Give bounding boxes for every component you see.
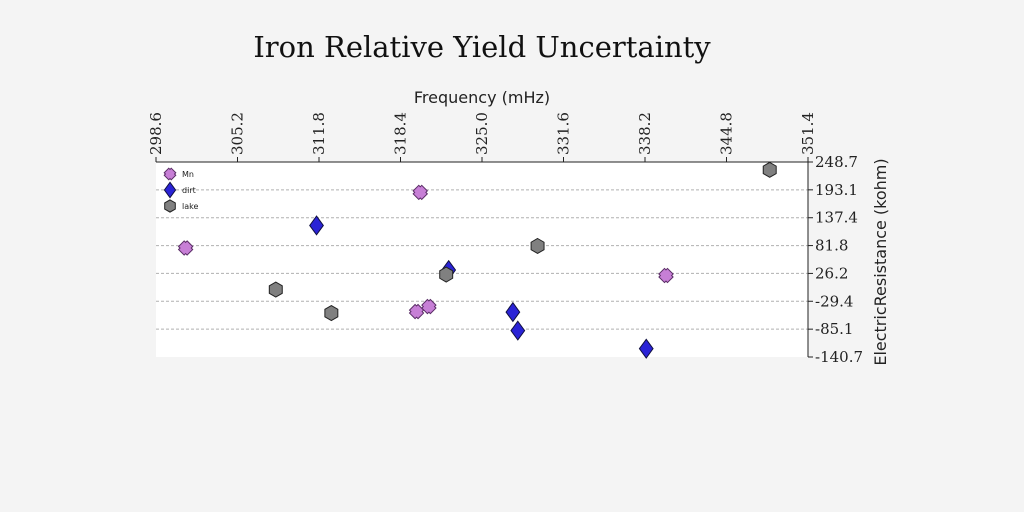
y-tick-label: 248.7 xyxy=(815,153,858,171)
data-point-mn xyxy=(177,240,194,256)
data-point-mn xyxy=(408,303,425,320)
x-axis-label: Frequency (mHz) xyxy=(414,88,550,107)
data-point-mn xyxy=(658,267,674,284)
legend-marker-dirt xyxy=(163,181,177,199)
data-point-lake xyxy=(762,161,777,178)
x-tick-label: 338.2 xyxy=(636,112,654,155)
x-tick-label: 351.4 xyxy=(799,112,817,155)
x-tick-label: 331.6 xyxy=(555,112,573,155)
y-tick-label: 81.8 xyxy=(815,237,848,255)
legend-label: lake xyxy=(182,202,198,211)
y-tick-label: -29.4 xyxy=(815,292,853,310)
x-tick-label: 305.2 xyxy=(229,112,247,155)
y-tick-label: 26.2 xyxy=(815,264,848,282)
x-tick-label: 344.8 xyxy=(718,112,736,155)
legend: Mn dirt lake xyxy=(163,167,198,213)
y-tick-label: 137.4 xyxy=(815,209,858,227)
data-point-dirt xyxy=(638,338,654,359)
data-points xyxy=(177,161,777,359)
x-tick-label: 298.6 xyxy=(147,112,165,155)
data-point-lake xyxy=(268,281,283,298)
y-axis-label: ElectricResistance (kohm) xyxy=(871,158,890,365)
y-axis-ticks: 248.7 193.1 137.4 81.8 26.2 -29.4 -85.1 -140.7 xyxy=(808,153,863,366)
legend-marker-lake xyxy=(164,199,176,213)
x-tick-label: 325.0 xyxy=(473,112,491,155)
grid-lines xyxy=(156,189,808,330)
data-point-dirt xyxy=(510,320,526,341)
data-point-dirt xyxy=(309,215,324,236)
data-point-dirt xyxy=(505,301,521,323)
data-point-mn xyxy=(421,298,437,315)
legend-marker-mn xyxy=(163,167,177,181)
y-tick-label: 193.1 xyxy=(815,181,858,199)
chart-title: Iron Relative Yield Uncertainty xyxy=(253,30,711,64)
data-point-lake xyxy=(324,305,339,322)
x-tick-label: 318.4 xyxy=(392,112,410,155)
x-axis-ticks: 298.6 305.2 311.8 318.4 325.0 331.6 338.2 344.8… xyxy=(147,112,817,162)
y-tick-label: -140.7 xyxy=(815,348,863,366)
data-point-lake xyxy=(439,266,454,283)
data-point-lake xyxy=(530,237,545,255)
data-point-mn xyxy=(412,184,429,201)
legend-label: Mn xyxy=(182,170,194,179)
y-tick-label: -85.1 xyxy=(815,320,853,338)
plot-area xyxy=(156,162,808,357)
legend-label: dirt xyxy=(182,186,196,195)
x-tick-label: 311.8 xyxy=(310,112,328,155)
